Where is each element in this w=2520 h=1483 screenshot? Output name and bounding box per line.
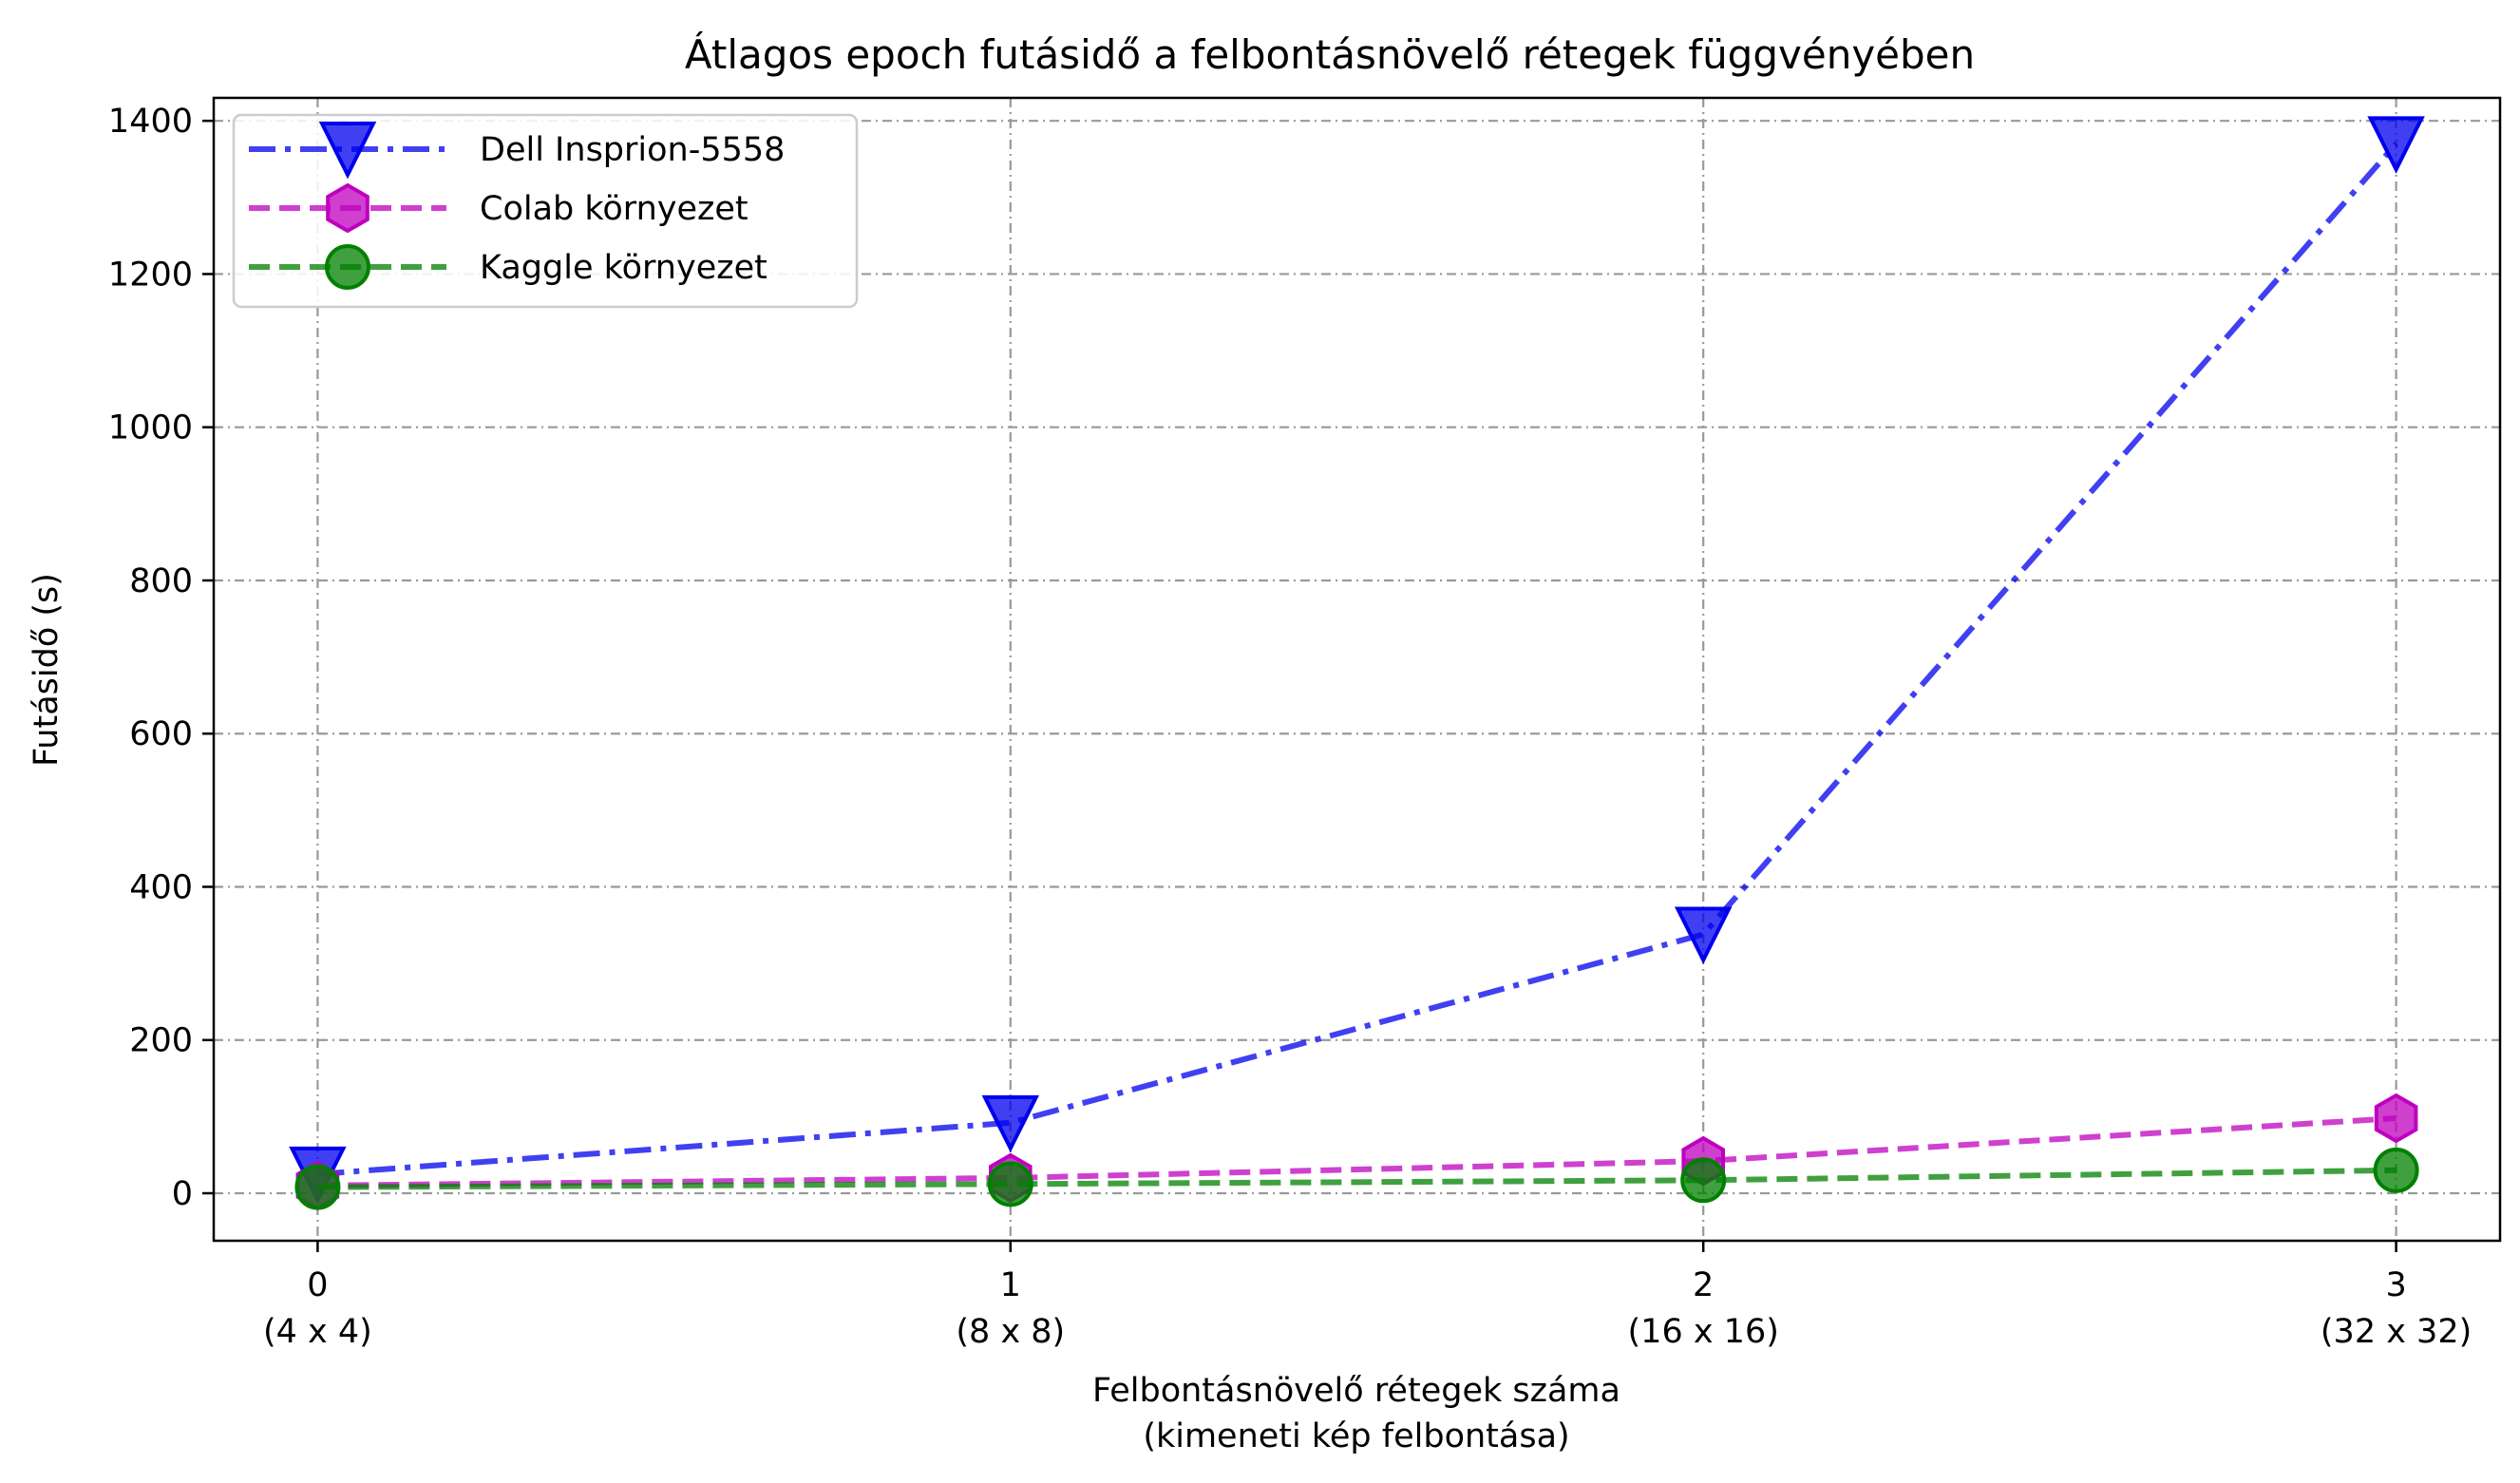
- x-tick-label: 2: [1693, 1266, 1714, 1304]
- legend-item: Colab környezet: [249, 182, 748, 234]
- y-axis: 0 200 400 600 800 1000 1200 1400: [108, 103, 214, 1213]
- y-tick-label: 400: [129, 868, 193, 906]
- legend-marker: [325, 244, 370, 290]
- y-tick-label: 0: [172, 1175, 193, 1213]
- legend-marker: [318, 122, 377, 180]
- series-layer: [289, 116, 2425, 1211]
- legend-box: [232, 113, 859, 309]
- data-point: [2367, 116, 2425, 174]
- series-line: [317, 1115, 2397, 1188]
- series-line: [317, 142, 2398, 1177]
- x-tick-sublabel: (32 x 32): [2321, 1313, 2472, 1351]
- data-point: [2374, 1093, 2418, 1144]
- legend-label: Dell Insprion-5558: [480, 131, 785, 169]
- data-point: [294, 1164, 341, 1210]
- chart-title: Átlagos epoch futásidő a felbontásnövelő…: [685, 30, 1975, 78]
- data-point: [981, 1094, 1040, 1153]
- series-0: [289, 116, 2425, 1205]
- x-tick-sublabel: (8 x 8): [956, 1313, 1065, 1351]
- data-point: [2373, 1147, 2419, 1193]
- legend-item: Kaggle környezet: [249, 244, 767, 290]
- x-axis-label-line-1: Felbontásnövelő rétegek száma: [1092, 1372, 1620, 1410]
- x-axis: 0 (4 x 4) 1 (8 x 8) 2 (16 x 16) 3 (32 x 32): [263, 1241, 2472, 1351]
- legend-label: Kaggle környezet: [480, 249, 767, 287]
- y-axis-label: Futásidő (s): [28, 573, 66, 767]
- y-tick-label: 600: [129, 715, 193, 753]
- y-tick-label: 1400: [108, 103, 193, 141]
- series-line: [317, 1167, 2397, 1190]
- legend-item: Dell Insprion-5558: [249, 122, 785, 180]
- y-tick-label: 1000: [108, 409, 193, 447]
- data-point: [987, 1161, 1033, 1207]
- data-point: [1674, 906, 1733, 964]
- data-point: [1680, 1157, 1727, 1204]
- x-axis-label-line-2: (kimeneti kép felbontása): [1143, 1417, 1569, 1455]
- plot-frame: [212, 96, 2502, 1243]
- y-tick-label: 1200: [108, 256, 193, 294]
- legend: Dell Insprion-5558 Colab környezet Kaggle …: [232, 113, 859, 309]
- x-tick-label: 0: [307, 1266, 328, 1304]
- x-tick-sublabel: (16 x 16): [1628, 1313, 1779, 1351]
- y-tick-label: 200: [129, 1022, 193, 1060]
- legend-marker: [326, 182, 369, 234]
- legend-label: Colab környezet: [480, 190, 748, 228]
- x-tick-label: 1: [1000, 1266, 1021, 1304]
- x-tick-label: 3: [2385, 1266, 2406, 1304]
- series-2: [294, 1147, 2419, 1210]
- y-tick-label: 800: [129, 562, 193, 600]
- x-tick-sublabel: (4 x 4): [263, 1313, 372, 1351]
